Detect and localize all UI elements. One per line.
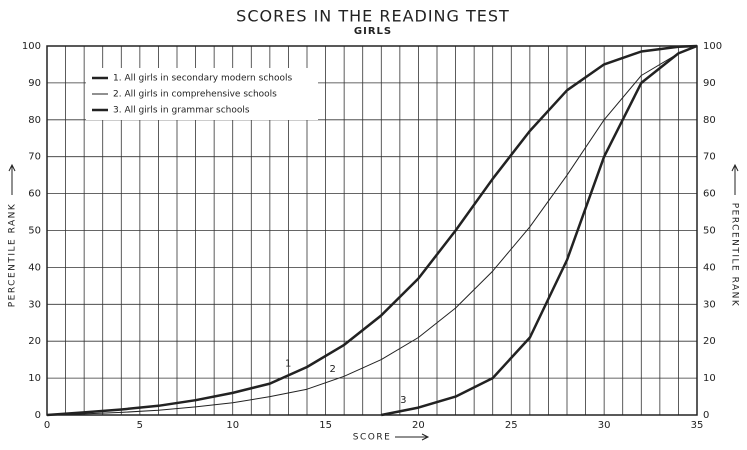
y-tick-label: 50 [28, 226, 41, 237]
y-tick-label: 0 [35, 410, 41, 421]
y2-tick-label: 100 [703, 41, 722, 52]
x-tick-label: 30 [598, 420, 611, 431]
y2-tick-label: 30 [703, 299, 716, 310]
y-tick-label: 40 [28, 262, 41, 273]
x-tick-label: 10 [226, 420, 239, 431]
x-axis-label: SCORE [353, 433, 392, 443]
y2-tick-label: 50 [703, 226, 716, 237]
y-tick-label: 10 [28, 373, 41, 384]
curve-label: 3 [400, 395, 406, 406]
y-axis-label: PERCENTILE RANK [8, 203, 18, 308]
y2-tick-label: 70 [703, 152, 716, 163]
chart-title: SCORES IN THE READING TEST [236, 7, 510, 26]
legend-box [86, 68, 318, 120]
x-tick-label: 0 [44, 420, 50, 431]
y-tick-label: 20 [28, 336, 41, 347]
y2-tick-label: 90 [703, 78, 716, 89]
plot-frame [46, 45, 698, 416]
y-tick-label: 90 [28, 78, 41, 89]
legend-label: 3. All girls in grammar schools [113, 106, 250, 116]
y2-tick-label: 10 [703, 373, 716, 384]
y2-axis-label: PERCENTILE RANK [730, 203, 740, 308]
y2-tick-label: 0 [703, 410, 709, 421]
x-arrow [395, 433, 430, 441]
y2-tick-label: 80 [703, 115, 716, 126]
y-tick-label: 100 [22, 41, 41, 52]
curve-label: 1 [285, 359, 291, 370]
legend-label: 2. All girls in comprehensive schools [113, 90, 277, 100]
x-tick-label: 5 [137, 420, 143, 431]
y-tick-label: 70 [28, 152, 41, 163]
x-tick-label: 25 [505, 420, 518, 431]
x-tick-label: 15 [319, 420, 332, 431]
y-tick-label: 60 [28, 189, 41, 200]
x-tick-label: 20 [412, 420, 425, 431]
y2-tick-label: 20 [703, 336, 716, 347]
y-tick-label: 30 [28, 299, 41, 310]
y-arrow [8, 163, 16, 195]
legend-label: 1. All girls in secondary modern schools [113, 74, 292, 84]
y-tick-label: 80 [28, 115, 41, 126]
chart-subtitle: GIRLS [354, 26, 392, 37]
series-line [46, 45, 698, 416]
x-tick-label: 35 [691, 420, 704, 431]
y2-tick-label: 60 [703, 189, 716, 200]
y2-arrow [731, 163, 739, 195]
curve-label: 2 [330, 364, 336, 375]
series-line [46, 44, 698, 417]
y2-tick-label: 40 [703, 262, 716, 273]
series-line [381, 44, 698, 417]
